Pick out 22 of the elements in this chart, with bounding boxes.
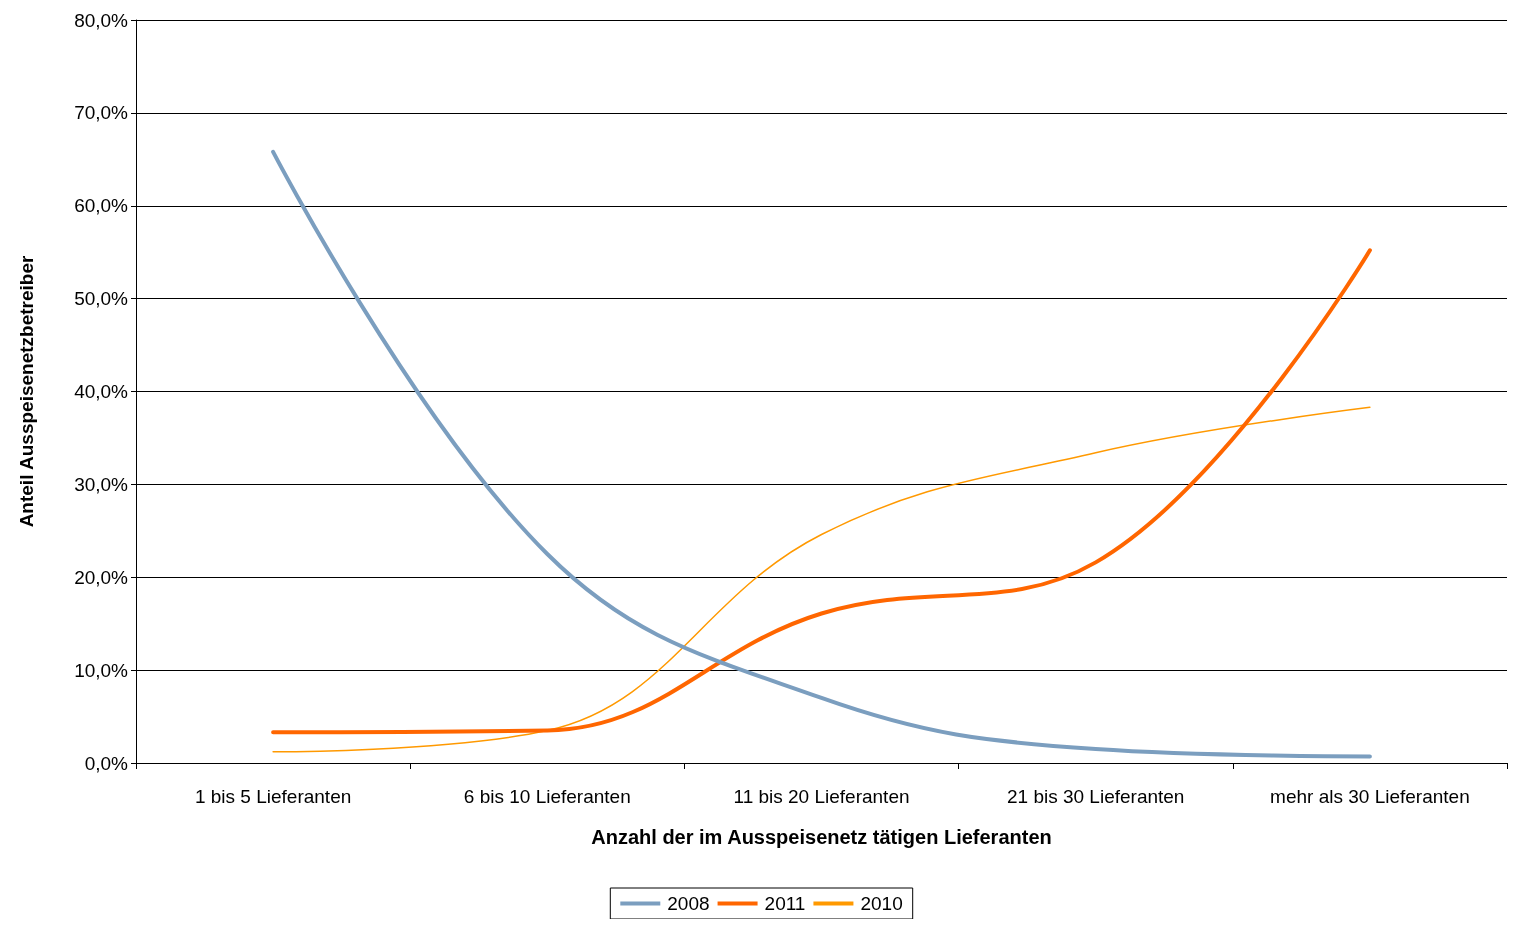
x-tick-label: 6 bis 10 Lieferanten <box>463 786 631 807</box>
x-tick-label: 1 bis 5 Lieferanten <box>194 786 352 807</box>
x-tick-label: 11 bis 20 Lieferanten <box>733 786 910 807</box>
y-tick-label: 30,0% <box>74 473 129 495</box>
x-tick-label: mehr als 30 Lieferanten <box>1270 786 1470 807</box>
y-tick-label: 10,0% <box>74 659 129 681</box>
y-tick-label: 20,0% <box>74 566 129 588</box>
legend-label: 2010 <box>860 893 903 914</box>
line-series <box>271 149 1372 759</box>
y-tick-label: 80,0% <box>74 9 129 31</box>
y-tick-label: 0,0% <box>84 752 129 774</box>
legend-label: 2008 <box>667 893 710 914</box>
line-series <box>271 248 1372 735</box>
y-tick-label: 40,0% <box>74 381 129 402</box>
legend-label: 2011 <box>764 893 806 914</box>
y-axis-title: Anteil Ausspeisenetzbetreiber <box>16 255 37 528</box>
x-axis-title: Anzahl der im Ausspeisenetz tätigen Lieferanten <box>591 826 1052 848</box>
y-tick-label: 60,0% <box>74 195 129 217</box>
line-series <box>272 406 1371 753</box>
y-tick-label: 70,0% <box>74 102 129 124</box>
x-tick-label: 21 bis 30 Lieferanten <box>1006 786 1185 807</box>
y-tick-label: 50,0% <box>74 288 129 310</box>
